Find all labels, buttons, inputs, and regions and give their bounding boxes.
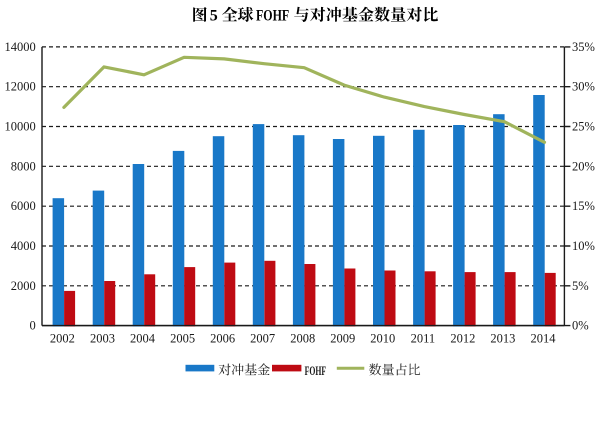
svg-text:14000: 14000 bbox=[5, 40, 36, 54]
svg-text:2009: 2009 bbox=[330, 332, 355, 346]
svg-text:2013: 2013 bbox=[490, 332, 515, 346]
svg-text:FOHF: FOHF bbox=[305, 363, 327, 378]
svg-text:15%: 15% bbox=[572, 199, 595, 213]
svg-text:2007: 2007 bbox=[250, 332, 275, 346]
svg-text:5: 5 bbox=[210, 7, 218, 24]
svg-text:2014: 2014 bbox=[531, 332, 557, 346]
svg-text:FOHF: FOHF bbox=[256, 7, 289, 24]
svg-text:0%: 0% bbox=[572, 319, 589, 333]
svg-text:5%: 5% bbox=[572, 279, 589, 293]
svg-text:35%: 35% bbox=[572, 40, 595, 54]
svg-text:10%: 10% bbox=[572, 239, 595, 253]
svg-text:2003: 2003 bbox=[90, 332, 115, 346]
svg-text:4000: 4000 bbox=[11, 239, 36, 253]
svg-text:2005: 2005 bbox=[170, 332, 195, 346]
svg-text:2008: 2008 bbox=[290, 332, 315, 346]
svg-text:2002: 2002 bbox=[50, 332, 75, 346]
svg-text:10000: 10000 bbox=[5, 120, 36, 134]
svg-text:2006: 2006 bbox=[210, 332, 235, 346]
svg-text:12000: 12000 bbox=[5, 80, 36, 94]
svg-text:6000: 6000 bbox=[11, 199, 36, 213]
svg-text:30%: 30% bbox=[572, 80, 595, 94]
svg-text:2004: 2004 bbox=[130, 332, 156, 346]
svg-text:20%: 20% bbox=[572, 159, 595, 173]
svg-text:2011: 2011 bbox=[411, 332, 436, 346]
svg-text:2012: 2012 bbox=[450, 332, 475, 346]
svg-text:25%: 25% bbox=[572, 120, 595, 134]
svg-text:0: 0 bbox=[30, 319, 36, 333]
svg-text:8000: 8000 bbox=[11, 159, 36, 173]
svg-text:2010: 2010 bbox=[370, 332, 395, 346]
svg-text:2000: 2000 bbox=[11, 279, 36, 293]
